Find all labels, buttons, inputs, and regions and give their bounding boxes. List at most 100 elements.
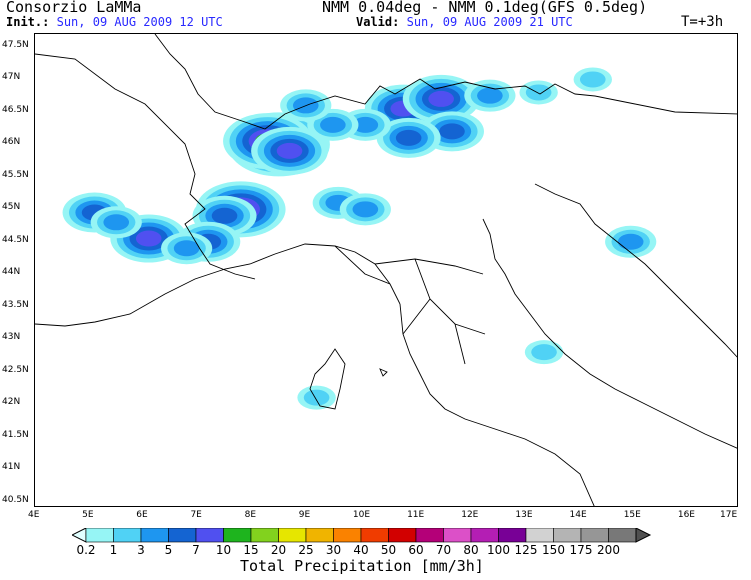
colorbar-level-label: 60	[408, 543, 424, 557]
colorbar-level-label: 1	[109, 543, 118, 557]
lat-tick-label: 41.5N	[2, 429, 29, 440]
colorbar-level-label: 0.2	[76, 543, 96, 557]
precipitation-map	[34, 33, 738, 507]
lat-tick-label: 46N	[2, 137, 21, 148]
colorbar-level-label: 10	[215, 543, 232, 557]
lon-tick-label: 4E	[28, 510, 40, 520]
colorbar-level-label: 30	[325, 543, 342, 557]
colorbar-box	[250, 528, 279, 543]
precip-cell	[135, 230, 162, 247]
colorbar-box	[168, 528, 197, 543]
init-time: Init.: Sun, 09 AUG 2009 12 UTC	[6, 15, 223, 29]
lat-tick-label: 45.5N	[2, 169, 29, 180]
coastline	[399, 303, 595, 506]
lon-tick-label: 11E	[407, 510, 425, 520]
lat-tick-label: 42N	[2, 397, 21, 408]
colorbar-arrow-high	[635, 528, 652, 543]
lon-tick-label: 17E	[720, 510, 738, 520]
coastline	[534, 183, 737, 358]
coastline	[35, 243, 401, 327]
precip-cell	[428, 90, 454, 107]
colorbar-level-label: 125	[514, 543, 538, 557]
colorbar-box	[195, 528, 224, 543]
precip-cell	[617, 233, 644, 250]
colorbar-box	[553, 528, 582, 543]
precip-cell	[173, 240, 200, 257]
lon-tick-label: 14E	[569, 510, 587, 520]
colorbar-level-label: 3	[137, 543, 145, 557]
colorbar-box	[415, 528, 444, 543]
lat-tick-label: 46.5N	[2, 104, 29, 115]
lon-tick-label: 10E	[352, 510, 371, 520]
colorbar-box	[360, 528, 389, 543]
colorbar-box	[525, 528, 554, 543]
valid-value: Sun, 09 AUG 2009 21 UTC	[406, 15, 573, 29]
colorbar-level-label: 70	[435, 543, 452, 557]
colorbar-level-label: 175	[569, 543, 593, 557]
lon-tick-label: 7E	[190, 510, 202, 520]
lat-tick-label: 44N	[2, 267, 21, 278]
precip-cell	[320, 116, 346, 133]
map-canvas	[35, 34, 737, 506]
init-value: Sun, 09 AUG 2009 12 UTC	[56, 15, 223, 29]
colorbar-box	[113, 528, 142, 543]
colorbar-box	[278, 528, 307, 543]
lat-tick-label: 44.5N	[2, 234, 29, 245]
colorbar-level-label: 7	[192, 543, 200, 557]
colorbar-level-label: 200	[597, 543, 620, 557]
lat-tick-label: 41N	[2, 462, 21, 473]
lon-tick-label: 6E	[136, 510, 148, 520]
precip-cell	[352, 116, 379, 133]
colorbar-box	[223, 528, 252, 543]
model-title: NMM 0.04deg - NMM 0.1deg(GFS 0.5deg)	[322, 0, 648, 16]
colorbar-box	[608, 528, 637, 543]
precipitation-field	[62, 67, 657, 410]
lat-tick-label: 45N	[2, 202, 21, 213]
lon-tick-label: 12E	[461, 510, 479, 520]
precip-cell	[525, 84, 552, 101]
colorbar	[72, 528, 652, 543]
precip-cell	[276, 142, 303, 159]
colorbar-box	[580, 528, 609, 543]
organization-title: Consorzio LaMMa	[6, 0, 142, 16]
colorbar-box	[85, 528, 114, 543]
border-line	[35, 53, 256, 280]
lon-tick-label: 5E	[82, 510, 94, 520]
colorbar-level-label: 5	[164, 543, 173, 557]
valid-label: Valid:	[356, 15, 400, 29]
init-label: Init.:	[6, 15, 50, 29]
legend-title: Total Precipitation [mm/3h]	[240, 557, 484, 575]
forecast-step: T=+3h	[681, 14, 724, 30]
colorbar-level-label: 25	[298, 543, 314, 557]
colorbar-level-label: 100	[487, 543, 510, 557]
lat-tick-label: 43.5N	[2, 299, 29, 310]
colorbar-level-label: 20	[270, 543, 287, 557]
colorbar-level-label: 150	[542, 543, 565, 557]
lon-tick-label: 13E	[515, 510, 533, 520]
lat-tick-label: 47N	[2, 72, 21, 83]
colorbar-box	[333, 528, 362, 543]
precip-cell	[211, 207, 238, 224]
colorbar-box	[498, 528, 527, 543]
lat-tick-label: 47.5N	[2, 39, 29, 50]
precip-cell	[477, 87, 503, 104]
region-border	[334, 245, 486, 365]
coastline	[379, 368, 388, 377]
border-line	[154, 34, 737, 130]
precip-cell	[352, 201, 379, 218]
coastline	[482, 218, 737, 449]
lon-tick-label: 16E	[677, 510, 695, 520]
lon-tick-label: 9E	[298, 510, 311, 520]
precip-cell	[439, 123, 465, 140]
colorbar-box	[305, 528, 334, 543]
lat-tick-label: 40.5N	[2, 494, 29, 505]
lat-tick-label: 43N	[2, 332, 21, 343]
lon-tick-label: 15E	[623, 510, 641, 520]
lat-tick-label: 42.5N	[2, 364, 29, 375]
precip-cell	[579, 71, 606, 88]
colorbar-level-label: 40	[353, 543, 369, 557]
colorbar-box	[140, 528, 169, 543]
precip-cell	[395, 129, 422, 146]
colorbar-level-label: 50	[380, 543, 397, 557]
precip-cell	[303, 389, 330, 406]
